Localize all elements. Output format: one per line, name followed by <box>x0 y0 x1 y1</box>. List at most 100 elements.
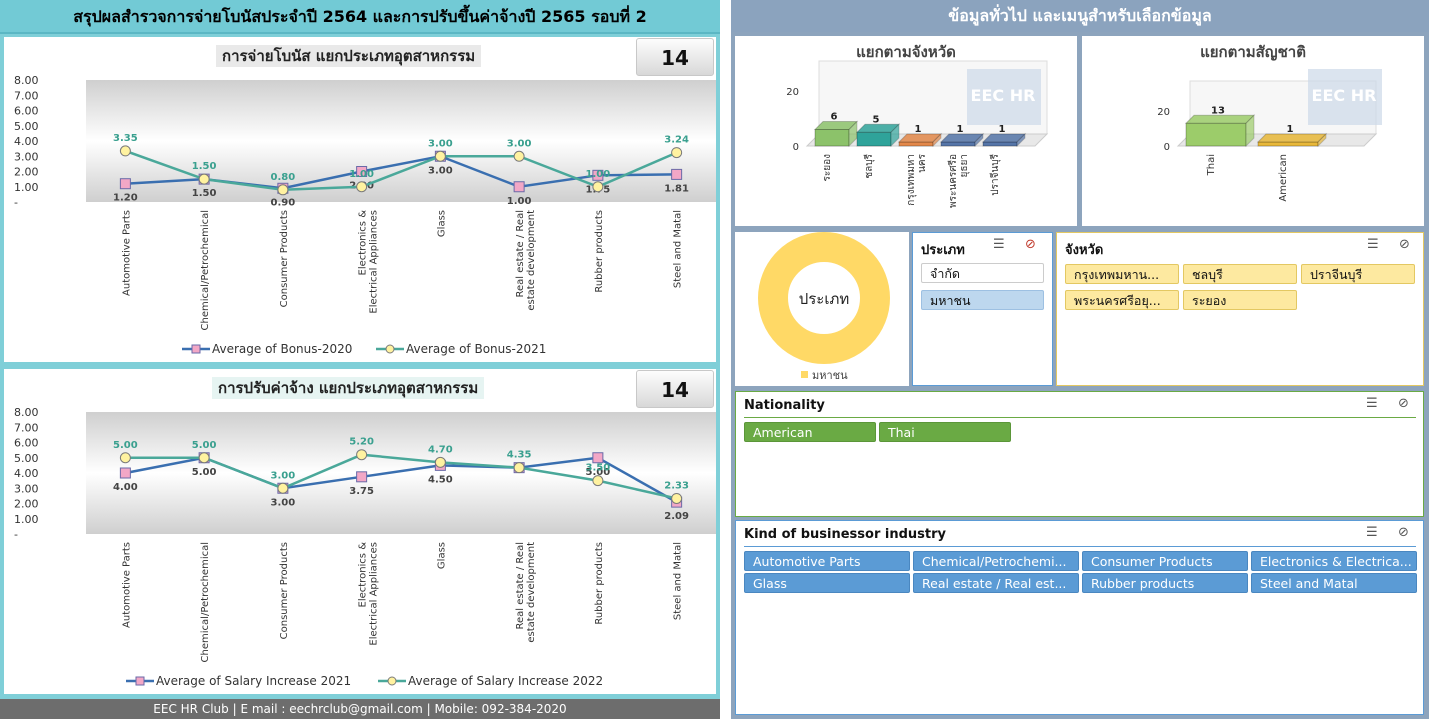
data-label: 3.00 <box>428 138 453 149</box>
data-label: 0.90 <box>271 197 296 208</box>
data-label: 1 <box>957 124 964 135</box>
industry-chip-chemical[interactable]: Chemical/Petrochemi... <box>913 551 1079 571</box>
data-point <box>434 150 446 162</box>
bar-front <box>814 129 850 147</box>
industry-chip-rubber[interactable]: Rubber products <box>1082 573 1248 593</box>
x-tick-label: ชลบุรี <box>863 153 875 178</box>
province-bar-chart: แยกตามจังหวัด EEC HR 20 0 6 ระยอง 5 ชลบุรี 1 กรุง… <box>786 43 1049 208</box>
data-point <box>592 169 604 181</box>
y-tick-label: 1.00 <box>14 181 39 194</box>
bar-side <box>1245 114 1255 148</box>
legend-label: Average of Bonus-2020 <box>212 342 352 356</box>
legend-marker <box>191 344 201 354</box>
multiselect-icon[interactable]: ☰ <box>1366 525 1378 540</box>
nationality-chip-american[interactable]: American <box>744 422 876 442</box>
plot-area <box>86 412 716 534</box>
y-tick-label: 7.00 <box>14 421 39 434</box>
legend-marker <box>135 676 145 686</box>
right-dashboard: ข้อมูลทั่วไป และเมนูสำหรับเลือกข้อมูล แย… <box>731 0 1429 719</box>
eec-hr-logo <box>967 69 1041 125</box>
bar-front <box>982 141 1018 147</box>
data-point <box>119 467 131 479</box>
bar-side <box>974 132 984 148</box>
salary-chart-title: การปรับค่าจ้าง แยกประเภทอุตสาหกรรม <box>212 377 485 399</box>
data-label: 2.09 <box>664 511 689 522</box>
data-label: 1 <box>999 124 1006 135</box>
industry-divider <box>744 546 1416 547</box>
data-label: 1.50 <box>192 188 217 199</box>
legend-marker <box>385 344 395 354</box>
bar-front <box>856 131 892 147</box>
left-dashboard: สรุปผลสำรวจการจ่ายโบนัสประจำปี 2564 และก… <box>0 0 720 719</box>
data-point <box>671 168 683 180</box>
industry-chip-realestate[interactable]: Real estate / Real est... <box>913 573 1079 593</box>
bar-side <box>890 123 900 148</box>
data-label: 5.00 <box>586 467 611 478</box>
clear-filter-icon[interactable]: ⊘ <box>1399 237 1410 252</box>
x-tick-label: American <box>1278 154 1289 202</box>
data-point <box>119 178 131 190</box>
x-tick-label: Chemical/Petrochemical <box>200 542 211 662</box>
y-tick-label: 3.00 <box>14 150 39 163</box>
nationality-bar-chart: แยกตามสัญชาติ EEC HR 20 0 13 Thai 1 American <box>1157 43 1382 202</box>
type-chip-public[interactable]: มหาชน <box>921 290 1044 310</box>
multiselect-icon[interactable]: ☰ <box>993 237 1005 252</box>
data-label: 3.00 <box>507 138 532 149</box>
footer-contact: EEC HR Club | E mail : eechrclub@gmail.c… <box>0 699 720 719</box>
data-label: 4.00 <box>113 482 138 493</box>
industry-chip-glass[interactable]: Glass <box>744 573 910 593</box>
salary-count-box[interactable]: 14 <box>636 370 714 408</box>
nationality-chip-thai[interactable]: Thai <box>879 422 1011 442</box>
industry-chip-steel[interactable]: Steel and Matal <box>1251 573 1417 593</box>
clear-filter-icon[interactable]: ⊘ <box>1398 525 1409 540</box>
x-tick-label: Chemical/Petrochemical <box>200 210 211 330</box>
multiselect-icon[interactable]: ☰ <box>1366 396 1378 411</box>
province-chip-bangkok[interactable]: กรุงเทพมหาน... <box>1065 264 1179 284</box>
bar-top <box>1256 133 1328 143</box>
bonus-count-box[interactable]: 14 <box>636 38 714 76</box>
nationality-divider <box>744 417 1416 418</box>
data-point <box>356 166 368 177</box>
province-chip-ayutthaya[interactable]: พระนครศรีอยุ... <box>1065 290 1179 310</box>
province-chip-chonburi[interactable]: ชลบุรี <box>1183 264 1297 284</box>
x-tick-label: Automotive Parts <box>121 542 132 628</box>
x-tick-label: ยุธยา <box>959 154 970 177</box>
x-tick-label: Electrical Appliances <box>369 542 380 646</box>
industry-chip-electronics[interactable]: Electronics & Electrica... <box>1251 551 1417 571</box>
y-tick-label: - <box>14 528 18 541</box>
province-chip-rayong[interactable]: ระยอง <box>1183 290 1297 310</box>
data-label: 5 <box>873 114 880 125</box>
province-chip-prachinburi[interactable]: ปราจีนบุรี <box>1301 264 1415 284</box>
data-label: 1 <box>1287 124 1294 135</box>
type-chip-limited[interactable]: จำกัด <box>921 263 1044 283</box>
y-tick-label: 4.00 <box>14 135 39 148</box>
data-label: 3.24 <box>664 135 689 146</box>
data-point <box>671 147 683 159</box>
clear-filter-icon[interactable]: ⊘ <box>1025 237 1036 252</box>
data-point <box>592 181 604 193</box>
nationality-chart-panel: แยกตามสัญชาติ EEC HR 20 0 13 Thai 1 American <box>1082 36 1424 226</box>
industry-chip-automotive[interactable]: Automotive Parts <box>744 551 910 571</box>
data-label: 1.50 <box>192 161 217 172</box>
donut-legend-swatch <box>801 371 808 378</box>
donut-ring[interactable] <box>758 232 890 364</box>
data-point <box>277 184 289 196</box>
data-label: 1.00 <box>349 169 374 180</box>
data-label: 1 <box>915 124 922 135</box>
eec-hr-logo-text: EEC HR <box>971 86 1036 105</box>
bar-side <box>1317 132 1327 148</box>
data-label: 5.00 <box>192 440 217 451</box>
industry-chip-consumer[interactable]: Consumer Products <box>1082 551 1248 571</box>
data-point <box>356 471 368 483</box>
clear-filter-icon[interactable]: ⊘ <box>1398 396 1409 411</box>
x-tick-label: Consumer Products <box>279 210 290 307</box>
x-tick-label: Steel and Matal <box>673 542 684 620</box>
legend-label: Average of Bonus-2021 <box>406 342 546 356</box>
y-tick-label: 2.00 <box>14 166 39 179</box>
data-point <box>198 173 210 185</box>
y-tick-label: 1.00 <box>14 513 39 526</box>
data-label: 4.70 <box>428 444 453 455</box>
multiselect-icon[interactable]: ☰ <box>1367 237 1379 252</box>
series-line <box>125 453 677 500</box>
data-label: 1.81 <box>664 183 689 194</box>
